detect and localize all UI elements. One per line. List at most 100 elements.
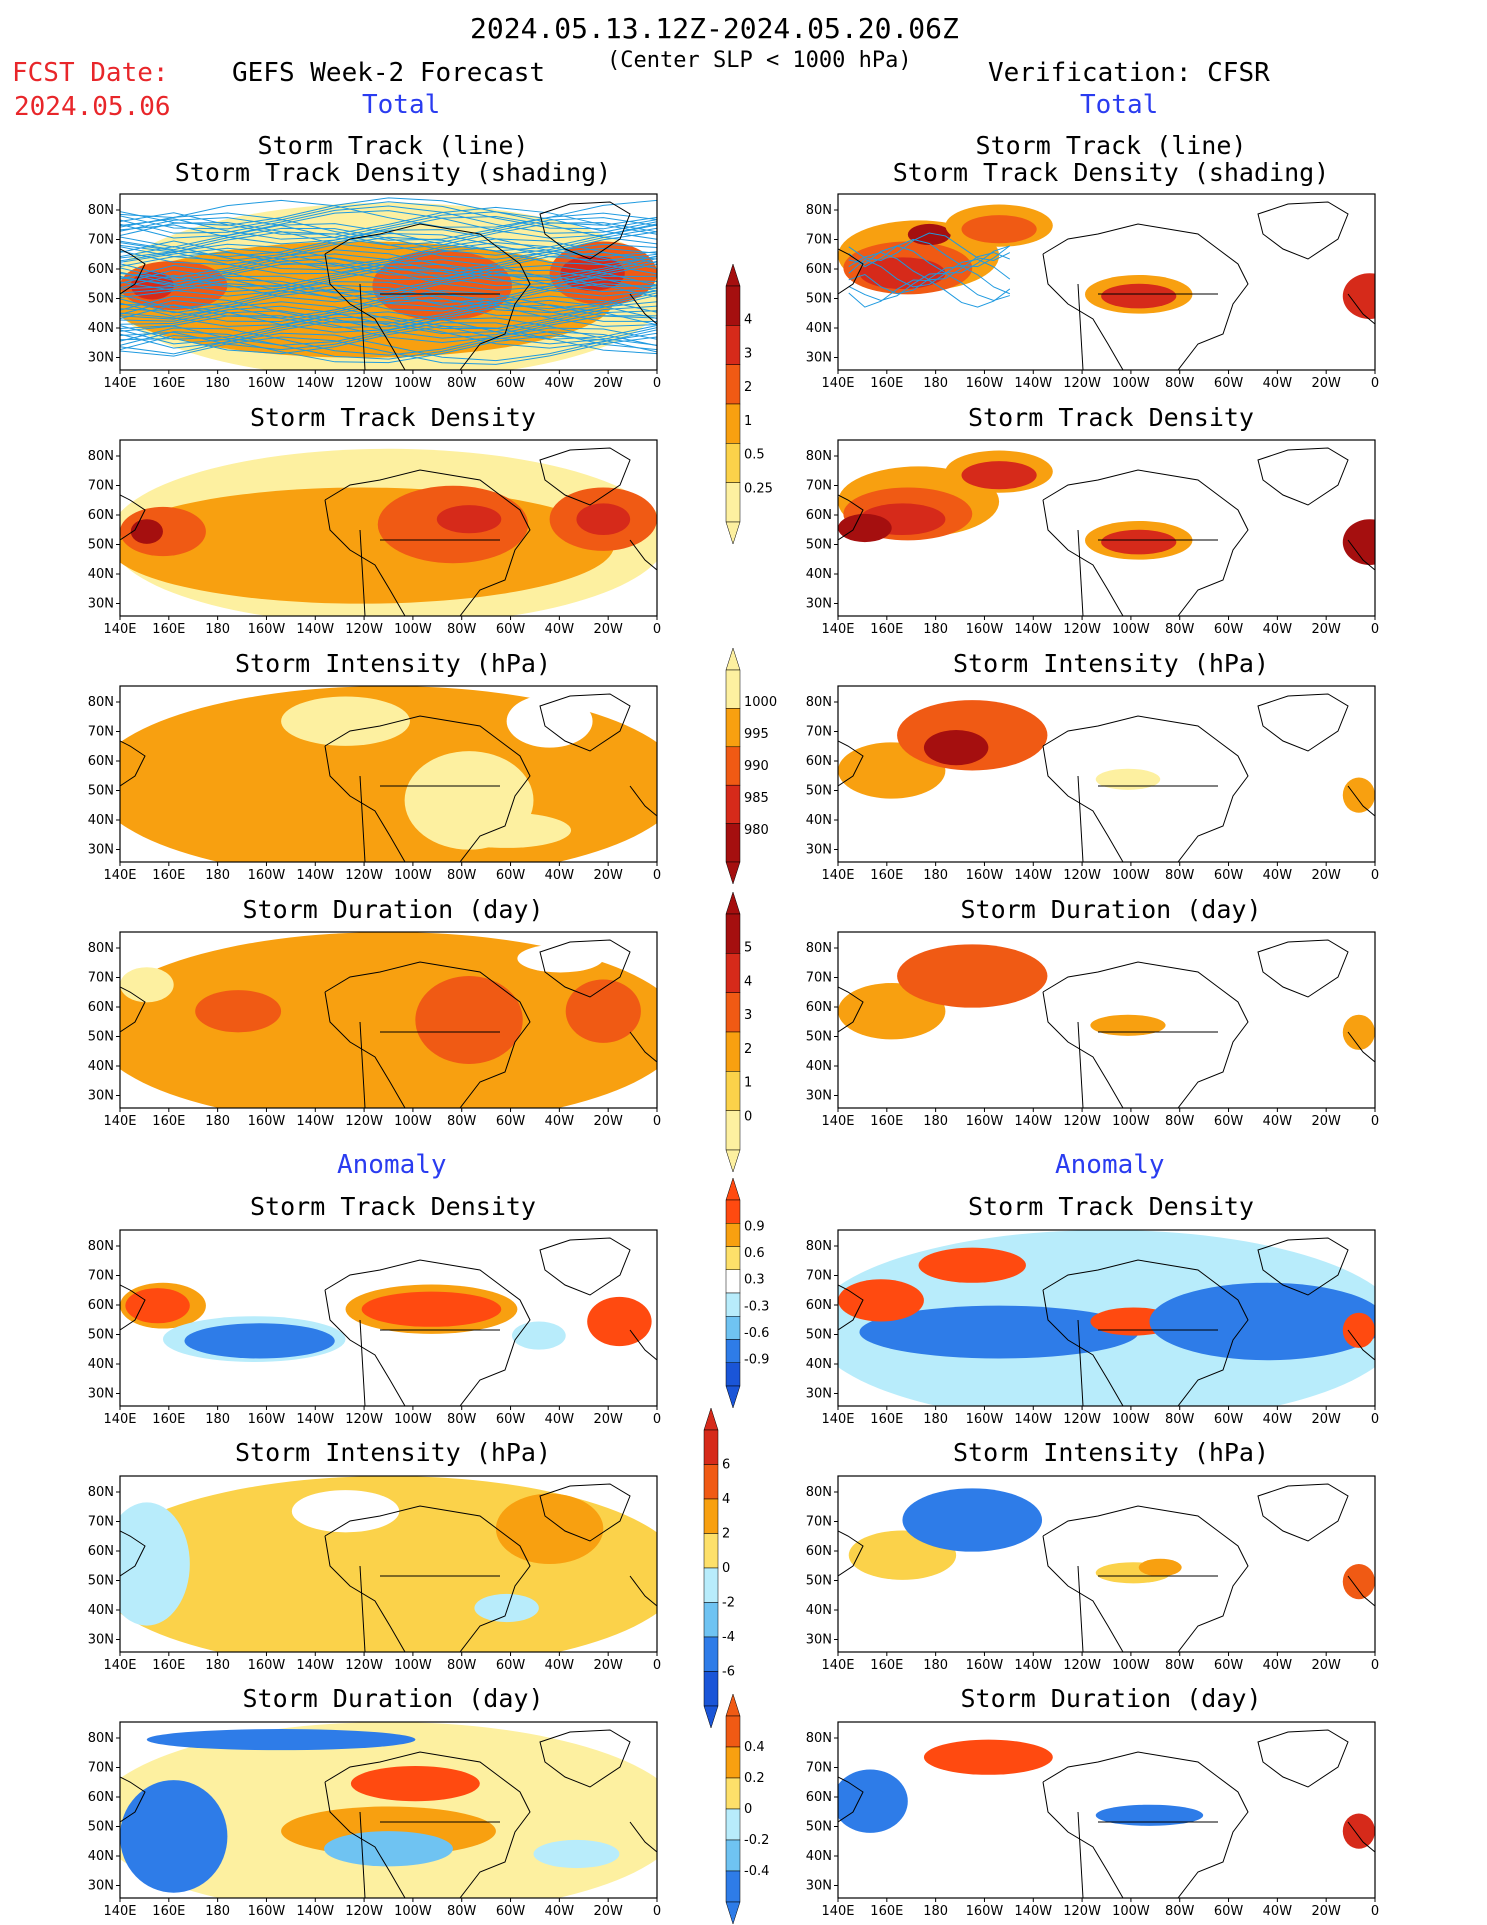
x-tick-label: 20W bbox=[1311, 868, 1341, 883]
x-tick-label: 40W bbox=[545, 622, 575, 637]
colorbar-label: 2 bbox=[744, 1042, 752, 1057]
y-tick-label: 30N bbox=[88, 843, 114, 858]
x-tick-label: 0 bbox=[653, 1412, 661, 1427]
y-tick-label: 50N bbox=[88, 538, 114, 553]
colorbar-label: 1 bbox=[744, 414, 752, 429]
x-tick-label: 0 bbox=[1371, 1658, 1379, 1673]
x-tick-label: 140W bbox=[1014, 1904, 1052, 1919]
x-tick-label: 0 bbox=[1371, 1904, 1379, 1919]
y-tick-label: 40N bbox=[806, 321, 832, 336]
y-tick-label: 30N bbox=[806, 843, 832, 858]
x-tick-label: 160W bbox=[248, 1658, 286, 1673]
x-tick-label: 100W bbox=[394, 1904, 432, 1919]
colorbar-label: -4 bbox=[722, 1630, 735, 1645]
x-tick-label: 160W bbox=[248, 376, 286, 391]
x-tick-label: 0 bbox=[653, 376, 661, 391]
y-tick-label: 30N bbox=[88, 597, 114, 612]
y-tick-label: 70N bbox=[88, 233, 114, 248]
row2-left-title: Storm Track Density bbox=[250, 403, 536, 432]
y-tick-label: 40N bbox=[806, 1059, 832, 1074]
x-tick-label: 180 bbox=[923, 1412, 948, 1427]
x-tick-label: 100W bbox=[1112, 1114, 1150, 1129]
fcst-label: FCST Date: bbox=[12, 58, 169, 88]
x-tick-label: 0 bbox=[653, 868, 661, 883]
x-tick-label: 20W bbox=[1311, 1114, 1341, 1129]
x-tick-label: 20W bbox=[593, 1412, 623, 1427]
x-tick-label: 100W bbox=[394, 1412, 432, 1427]
y-tick-label: 30N bbox=[88, 351, 114, 366]
x-tick-label: 160W bbox=[966, 1114, 1004, 1129]
x-tick-label: 120W bbox=[1063, 1904, 1101, 1919]
x-tick-label: 60W bbox=[1214, 376, 1244, 391]
x-tick-label: 100W bbox=[1112, 1658, 1150, 1673]
colorbar-label: 0.4 bbox=[744, 1740, 765, 1755]
right-total-label: Total bbox=[1080, 90, 1159, 120]
row1-left-title2: Storm Track Density (shading) bbox=[174, 158, 612, 187]
x-tick-label: 160W bbox=[966, 1658, 1004, 1673]
y-tick-label: 60N bbox=[88, 1298, 114, 1313]
colorbar-duration-anomaly: 0.4 0.2 0 -0.2 -0.4 bbox=[725, 1694, 769, 1924]
y-tick-label: 50N bbox=[88, 292, 114, 307]
y-tick-label: 50N bbox=[806, 538, 832, 553]
x-tick-label: 0 bbox=[653, 622, 661, 637]
x-tick-label: 60W bbox=[496, 376, 526, 391]
y-tick-label: 50N bbox=[88, 1328, 114, 1343]
colorbar-label: 0.25 bbox=[744, 481, 773, 496]
y-tick-label: 60N bbox=[806, 1298, 832, 1313]
x-tick-label: 0 bbox=[1371, 868, 1379, 883]
x-tick-label: 20W bbox=[593, 1658, 623, 1673]
y-tick-label: 50N bbox=[806, 784, 832, 799]
x-tick-label: 140E bbox=[103, 1904, 136, 1919]
x-tick-label: 20W bbox=[1311, 1412, 1341, 1427]
x-tick-label: 160E bbox=[152, 622, 185, 637]
x-tick-label: 140W bbox=[1014, 868, 1052, 883]
x-tick-label: 140W bbox=[1014, 376, 1052, 391]
x-tick-label: 100W bbox=[394, 868, 432, 883]
colorbar-label: 3 bbox=[744, 1008, 752, 1023]
y-tick-label: 60N bbox=[88, 1790, 114, 1805]
x-tick-label: 0 bbox=[1371, 622, 1379, 637]
x-tick-label: 80W bbox=[1165, 376, 1195, 391]
x-tick-label: 60W bbox=[1214, 1412, 1244, 1427]
colorbar-label: 0 bbox=[744, 1802, 752, 1817]
x-tick-label: 160E bbox=[870, 1904, 903, 1919]
x-tick-label: 40W bbox=[1263, 622, 1293, 637]
x-tick-label: 140E bbox=[103, 1658, 136, 1673]
x-tick-label: 160W bbox=[966, 868, 1004, 883]
x-tick-label: 140W bbox=[1014, 622, 1052, 637]
x-tick-label: 160E bbox=[152, 1658, 185, 1673]
map-panel-track-verification: 80N 70N 60N 50N 40N 30N 140E 160E 180 160W 140W 120… bbox=[806, 193, 1379, 391]
x-tick-label: 60W bbox=[1214, 1114, 1244, 1129]
y-tick-label: 40N bbox=[806, 567, 832, 582]
y-tick-label: 80N bbox=[88, 1485, 114, 1500]
colorbar-label: -0.4 bbox=[744, 1864, 769, 1879]
y-tick-label: 80N bbox=[806, 695, 832, 710]
x-tick-label: 180 bbox=[205, 1412, 230, 1427]
x-tick-label: 80W bbox=[447, 1412, 477, 1427]
colorbar-label: -6 bbox=[722, 1665, 735, 1680]
x-tick-label: 60W bbox=[1214, 622, 1244, 637]
x-tick-label: 100W bbox=[394, 1658, 432, 1673]
x-tick-label: 160W bbox=[966, 1904, 1004, 1919]
criterion-text: (Center SLP < 1000 hPa) bbox=[607, 48, 912, 73]
x-tick-label: 140W bbox=[296, 1114, 334, 1129]
y-tick-label: 70N bbox=[88, 1269, 114, 1284]
y-tick-label: 60N bbox=[806, 508, 832, 523]
map-panel-duration-verification: 80N 70N 60N 50N 40N 30N 140E 160E 180 160W 140W 120… bbox=[806, 931, 1379, 1129]
x-tick-label: 100W bbox=[394, 622, 432, 637]
colorbar-label: -0.9 bbox=[744, 1352, 769, 1367]
y-tick-label: 70N bbox=[806, 971, 832, 986]
period-title: 2024.05.13.12Z-2024.05.20.06Z bbox=[470, 12, 959, 45]
x-tick-label: 140E bbox=[103, 376, 136, 391]
y-tick-label: 50N bbox=[806, 1328, 832, 1343]
x-tick-label: 60W bbox=[496, 868, 526, 883]
y-tick-label: 70N bbox=[88, 1761, 114, 1776]
y-tick-label: 40N bbox=[88, 1849, 114, 1864]
x-tick-label: 40W bbox=[545, 1658, 575, 1673]
map-panel-intensity-forecast: 80N 70N 60N 50N 40N 30N 140E 160E 180 160W 140W 120… bbox=[88, 685, 661, 883]
x-tick-label: 120W bbox=[1063, 868, 1101, 883]
x-tick-label: 100W bbox=[1112, 868, 1150, 883]
x-tick-label: 140E bbox=[103, 1412, 136, 1427]
colorbar-label: 0.6 bbox=[744, 1246, 765, 1261]
row3-right-title: Storm Intensity (hPa) bbox=[952, 649, 1270, 678]
